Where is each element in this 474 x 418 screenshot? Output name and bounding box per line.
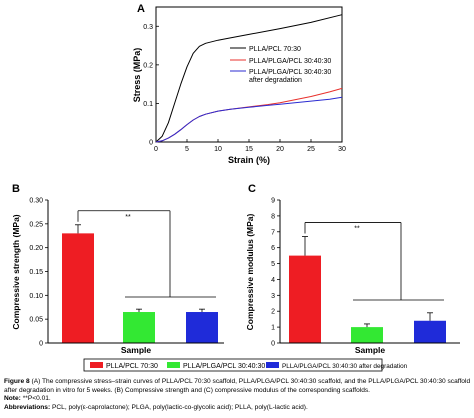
significance-label: ** [125, 214, 131, 221]
caption-abbreviations: Abbreviations: PCL, poly(ε-caprolactone)… [4, 404, 472, 413]
y-tick-label: 3 [271, 293, 275, 300]
y-tick-label: 4 [271, 277, 275, 284]
panel-a-x-tick-label: 10 [214, 146, 222, 153]
panel-b-letter: B [12, 183, 20, 195]
y-tick-label: 0.20 [29, 245, 43, 252]
legend-label-after-degradation-line2: after degradation [249, 77, 302, 84]
caption-text: (A) The compressive stress–strain curves… [4, 378, 471, 394]
panel-b-bars: ** [62, 210, 218, 343]
caption-abbrev-text: PCL, poly(ε-caprolactone); PLGA, poly(la… [52, 403, 308, 411]
panel-b-ticks: 0 0.05 0.10 0.15 0.20 0.25 0.30 [29, 198, 48, 348]
legend-label-plla-plga-pcl: PLLA/PLGA/PCL 30:40:30 [249, 58, 331, 65]
y-tick-label: 2 [271, 309, 275, 316]
y-tick-label: 0 [271, 341, 275, 348]
panel-a-y-tick-label: 0.3 [143, 24, 153, 31]
panel-a-legend: PLLA/PCL 70:30 PLLA/PLGA/PCL 30:40:30 PL… [230, 46, 331, 84]
y-tick-label: 0 [39, 341, 43, 348]
panel-b-x-axis-label: Sample [121, 345, 152, 355]
y-tick-label: 7 [271, 229, 275, 236]
series-line-plla-pcl [155, 14, 343, 143]
bottom-legend-label-after-degradation: PLLA/PLGA/PCL 30:40:30 after degradation [282, 363, 408, 370]
y-tick-label: 8 [271, 213, 275, 220]
panel-c-y-axis-label: Compressive modulus (MPa) [245, 214, 255, 331]
caption-main: Figure 8 (A) The compressive stress–stra… [4, 378, 472, 395]
panel-c-x-axis-label: Sample [355, 345, 386, 355]
panel-a-y-tick-label: 0 [149, 140, 153, 147]
y-tick-label: 0.30 [29, 198, 43, 205]
bottom-legend-swatch-plla-pcl [90, 362, 103, 368]
bottom-legend: PLLA/PCL 70:30 PLLA/PLGA/PCL 30:40:30 PL… [83, 358, 408, 372]
legend-label-after-degradation: PLLA/PLGA/PCL 30:40:30 [249, 69, 331, 76]
bar-plla-plga-pcl [123, 312, 155, 343]
series-line-plla-plga-pcl [155, 87, 343, 143]
legend-label-plla-pcl: PLLA/PCL 70:30 [249, 46, 301, 53]
panel-a-y-tick-label: 0.2 [143, 62, 153, 69]
panel-a-x-tick-label: 5 [185, 146, 189, 153]
caption-abbrev-label: Abbreviations: [4, 403, 51, 411]
caption-note-label: Note: [4, 395, 21, 403]
y-tick-label: 0.15 [29, 269, 43, 276]
caption-figure-label: Figure 8 [4, 378, 30, 385]
bar-plla-pcl [62, 233, 94, 343]
panel-a-x-axis-label: Strain (%) [228, 155, 270, 165]
bar-after-degradation [414, 320, 446, 343]
significance-label: ** [354, 226, 360, 233]
panel-a-x-tick-label: 20 [276, 146, 284, 153]
y-tick-label: 0.25 [29, 221, 43, 228]
y-tick-label: 5 [271, 261, 275, 268]
y-tick-label: 0.05 [29, 317, 43, 324]
y-tick-label: 1 [271, 325, 275, 332]
caption-note-text: **P<0.01. [22, 395, 51, 403]
y-tick-label: 0.10 [29, 293, 43, 300]
panel-a-x-tick-label: 15 [245, 146, 253, 153]
panel-c-bars: ** [289, 222, 446, 343]
panel-a-y-axis-label: Stress (MPa) [132, 48, 142, 103]
bar-plla-plga-pcl [351, 327, 383, 343]
panel-a-series-lines [155, 14, 343, 143]
panel-c: C 0 1 2 3 4 5 6 7 8 9 ** Sample Compressive modul… [245, 183, 460, 355]
panel-a-ticks: 0 5 10 15 20 25 30 0 0.1 0.2 0.3 [143, 24, 346, 153]
panel-a-letter: A [137, 3, 145, 15]
panel-a: A 0 5 10 15 20 25 30 0 0.1 0.2 0.3 Strain (%) Stre… [132, 3, 346, 165]
y-tick-label: 9 [271, 198, 275, 205]
bottom-legend-swatch-after-degradation [266, 362, 279, 368]
bar-plla-pcl [289, 255, 321, 343]
panel-b-y-axis-label: Compressive strength (MPa) [11, 214, 21, 329]
panel-a-x-tick-label: 25 [307, 146, 315, 153]
series-line-after-degradation [155, 96, 343, 143]
y-tick-label: 6 [271, 245, 275, 252]
figure-caption: Figure 8 (A) The compressive stress–stra… [4, 378, 472, 412]
bottom-legend-label-plla-pcl: PLLA/PCL 70:30 [106, 363, 158, 370]
caption-note: Note: **P<0.01. [4, 395, 472, 404]
bar-after-degradation [186, 312, 218, 343]
panel-a-x-tick-label: 30 [338, 146, 346, 153]
panel-c-letter: C [248, 183, 256, 195]
bottom-legend-frame [83, 358, 383, 372]
panel-c-ticks: 0 1 2 3 4 5 6 7 8 9 [271, 198, 280, 348]
bottom-legend-swatch-plla-plga-pcl [167, 362, 180, 368]
panel-a-y-tick-label: 0.1 [143, 101, 153, 108]
panel-b: B 0 0.05 0.10 0.15 0.20 0.25 0.30 ** Sample Co… [11, 183, 224, 355]
panel-a-x-tick-label: 0 [154, 146, 158, 153]
bottom-legend-label-plla-plga-pcl: PLLA/PLGA/PCL 30:40:30 [183, 363, 265, 370]
